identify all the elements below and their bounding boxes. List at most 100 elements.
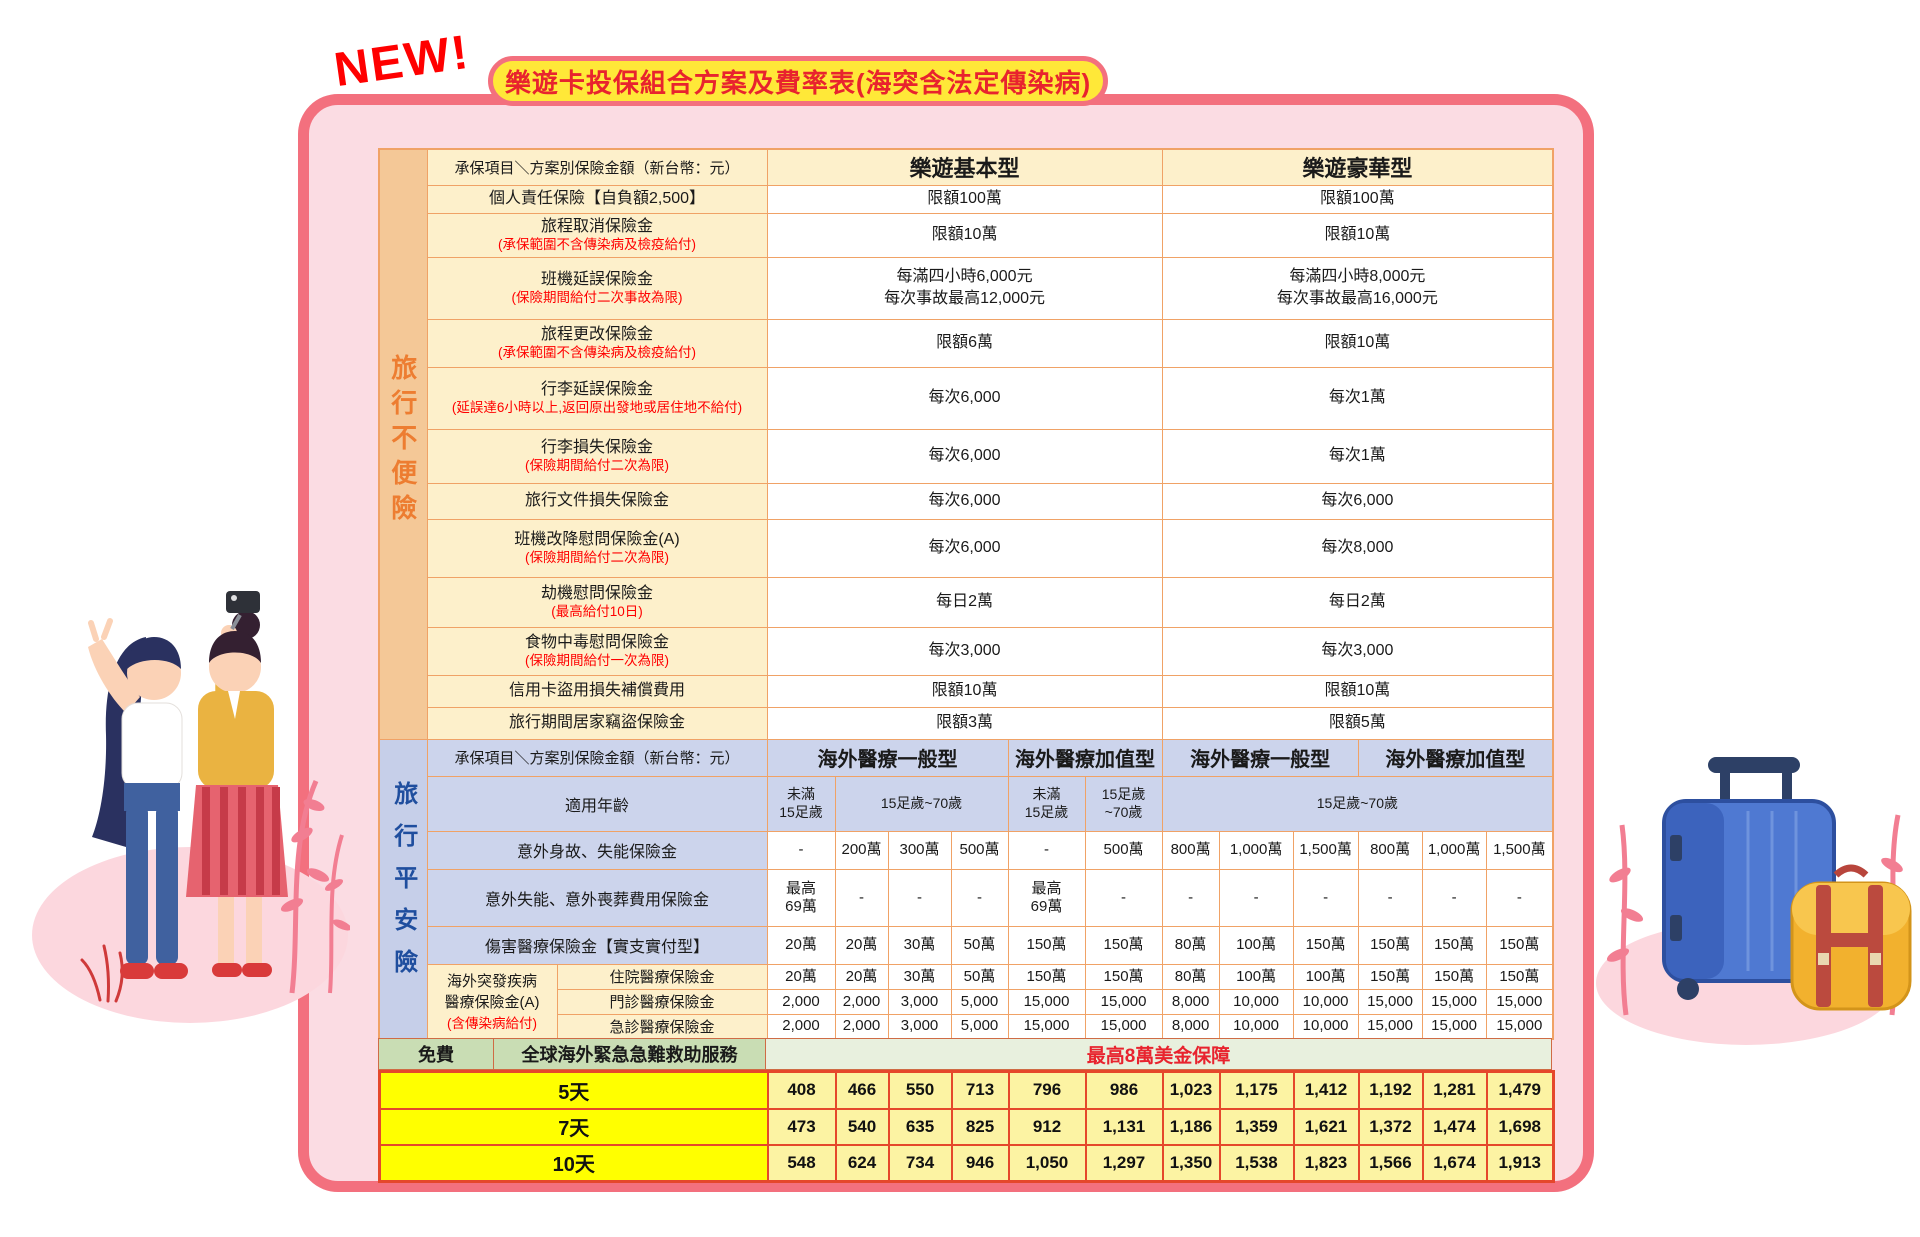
age-cell: 15足歲 ~70歲 bbox=[1084, 775, 1163, 832]
price-value: 635 bbox=[887, 1107, 953, 1146]
cell-value: 150萬 bbox=[1084, 925, 1163, 965]
cell-value: 800萬 bbox=[1161, 830, 1220, 870]
cell-value: 1,500萬 bbox=[1292, 830, 1359, 870]
sudden-illness-label: 海外突發疾病 醫療保險金(A) (含傳染病給付) bbox=[426, 963, 558, 1040]
row-label: 傷害醫療保險金【實支實付型】 bbox=[426, 925, 768, 965]
row-label: 信用卡盜用損失補償費用 bbox=[426, 674, 768, 708]
table-row: 傷害醫療保險金【實支實付型】 20萬 20萬 30萬 50萬 150萬 150萬… bbox=[379, 925, 1554, 965]
cell-value: 5,000 bbox=[950, 988, 1009, 1015]
row-label: 門診醫療保險金 bbox=[556, 988, 768, 1015]
free-service-row: 免費 全球海外緊急急難救助服務 最高8萬美金保障 bbox=[378, 1038, 1552, 1070]
price-row: 7天 473 540 635 825 912 1,131 1,186 1,359… bbox=[378, 1107, 1555, 1146]
row-label: 行李損失保險金 (保險期間給付二次為限) bbox=[426, 428, 768, 484]
cell-value: - bbox=[950, 868, 1009, 927]
cell-value: 15,000 bbox=[1084, 1013, 1163, 1040]
cell-value: 150萬 bbox=[1084, 963, 1163, 990]
cell-value: 15,000 bbox=[1485, 988, 1554, 1015]
price-value: 713 bbox=[950, 1070, 1010, 1110]
cell-value: 100萬 bbox=[1218, 925, 1294, 965]
phone bbox=[226, 591, 260, 613]
cell-value: 每日2萬 bbox=[766, 576, 1163, 628]
cell-value: 30萬 bbox=[887, 963, 952, 990]
cell-value: 2,000 bbox=[834, 988, 889, 1015]
price-value: 946 bbox=[950, 1143, 1010, 1183]
cell-value: 3,000 bbox=[887, 1013, 952, 1040]
free-badge: 免費 bbox=[378, 1038, 494, 1070]
cell-value: 每次6,000 bbox=[766, 366, 1163, 430]
cell-value: 限額100萬 bbox=[766, 184, 1163, 214]
table-row: 食物中毒慰問保險金 (保險期間給付一次為限) 每次3,000 每次3,000 bbox=[379, 626, 1554, 676]
cell-value: 20萬 bbox=[766, 925, 836, 965]
table-row: 班機延誤保險金 (保險期間給付二次事故為限) 每滿四小時6,000元 每次事故最高… bbox=[379, 256, 1554, 320]
cell-value: 10,000 bbox=[1218, 988, 1294, 1015]
row-label: 班機改降慰問保險金(A) (保險期間給付二次為限) bbox=[426, 518, 768, 578]
cell-value: - bbox=[1292, 868, 1359, 927]
cell-value: 每次8,000 bbox=[1161, 518, 1554, 578]
table-row: 旅行不便險 承保項目＼方案別保險金額（新台幣：元） 樂遊基本型 樂遊豪華型 bbox=[378, 148, 1554, 740]
section2-group-label: 旅行平安險 bbox=[378, 738, 428, 1040]
cell-value: 150萬 bbox=[1357, 963, 1423, 990]
age-cell: 未滿 15足歲 bbox=[766, 775, 836, 832]
plan-header-basic: 樂遊基本型 bbox=[766, 148, 1163, 186]
free-service-value: 最高8萬美金保障 bbox=[766, 1038, 1552, 1070]
traveler-left bbox=[88, 618, 188, 979]
cell-value: 每日2萬 bbox=[1161, 576, 1554, 628]
table-row: 急診醫療保險金 2,000 2,000 3,000 5,000 15,000 1… bbox=[379, 1013, 1554, 1040]
column-header: 承保項目＼方案別保險金額（新台幣：元） bbox=[426, 738, 768, 777]
table-row: 旅程更改保險金 (承保範圍不含傳染病及檢疫給付) 限額6萬 限額10萬 bbox=[379, 318, 1554, 368]
table-row: 海外突發疾病 醫療保險金(A) (含傳染病給付) 住院醫療保險金 20萬 20萬 … bbox=[379, 963, 1554, 1040]
price-value: 1,698 bbox=[1485, 1107, 1555, 1146]
table-row: 意外失能、意外喪葬費用保險金 最高 69萬 - - - 最高 69萬 - - -… bbox=[379, 868, 1554, 927]
price-value: 1,372 bbox=[1357, 1107, 1424, 1146]
cell-value: 每滿四小時6,000元 每次事故最高12,000元 bbox=[766, 256, 1163, 320]
cell-value: 限額6萬 bbox=[766, 318, 1163, 368]
cell-value: 限額5萬 bbox=[1161, 706, 1554, 740]
cell-value: 每次6,000 bbox=[766, 518, 1163, 578]
cell-value: - bbox=[1485, 868, 1554, 927]
cell-value: 500萬 bbox=[950, 830, 1009, 870]
duration-label: 7天 bbox=[378, 1107, 769, 1146]
cell-value: - bbox=[1218, 868, 1294, 927]
price-value: 1,479 bbox=[1485, 1070, 1555, 1110]
cell-value: - bbox=[1007, 830, 1086, 870]
cell-value: 每次3,000 bbox=[766, 626, 1163, 676]
row-label: 意外身故、失能保險金 bbox=[426, 830, 768, 870]
table-row: 旅行期間居家竊盜保險金 限額3萬 限額5萬 bbox=[379, 706, 1554, 740]
price-value: 1,621 bbox=[1292, 1107, 1360, 1146]
cell-value: 每次6,000 bbox=[766, 428, 1163, 484]
table-row: 行李延誤保險金 (延誤達6小時以上,返回原出發地或居住地不給付) 每次6,000 … bbox=[379, 366, 1554, 430]
age-cell: 15足歲~70歲 bbox=[1161, 775, 1554, 832]
cell-value: - bbox=[1084, 868, 1163, 927]
cell-value: 8,000 bbox=[1161, 1013, 1220, 1040]
cell-value: - bbox=[1161, 868, 1220, 927]
table-row: 行李損失保險金 (保險期間給付二次為限) 每次6,000 每次1萬 bbox=[379, 428, 1554, 484]
table-row: 班機改降慰問保險金(A) (保險期間給付二次為限) 每次6,000 每次8,000 bbox=[379, 518, 1554, 578]
cell-value: 限額3萬 bbox=[766, 706, 1163, 740]
cell-value: 8,000 bbox=[1161, 988, 1220, 1015]
table-row: 旅行平安險 承保項目＼方案別保險金額（新台幣：元） 海外醫療一般型 海外醫療加值… bbox=[378, 738, 1554, 1040]
cell-value: 80萬 bbox=[1161, 925, 1220, 965]
price-value: 466 bbox=[834, 1070, 890, 1110]
selfie-stick bbox=[230, 614, 242, 630]
price-value: 986 bbox=[1084, 1070, 1164, 1110]
price-value: 1,297 bbox=[1084, 1143, 1164, 1183]
cell-value: 150萬 bbox=[1007, 963, 1086, 990]
price-row: 10天 548 624 734 946 1,050 1,297 1,350 1,… bbox=[378, 1143, 1555, 1183]
cell-value: 限額10萬 bbox=[1161, 212, 1554, 258]
cell-value: 150萬 bbox=[1007, 925, 1086, 965]
new-badge: NEW! bbox=[330, 25, 473, 98]
cell-value: 20萬 bbox=[834, 925, 889, 965]
table-row: 意外身故、失能保險金 - 200萬 300萬 500萬 - 500萬 800萬 … bbox=[379, 830, 1554, 870]
row-label: 旅程取消保險金 (承保範圍不含傳染病及檢疫給付) bbox=[426, 212, 768, 258]
cell-value: - bbox=[834, 868, 889, 927]
cell-value: 15,000 bbox=[1421, 988, 1487, 1015]
price-value: 1,192 bbox=[1357, 1070, 1424, 1110]
price-value: 540 bbox=[834, 1107, 890, 1146]
cell-value: 每次1萬 bbox=[1161, 366, 1554, 430]
premium-price-table: 5天 408 466 550 713 796 986 1,023 1,175 1… bbox=[378, 1070, 1555, 1183]
row-label: 班機延誤保險金 (保險期間給付二次事故為限) bbox=[426, 256, 768, 320]
cell-value: 150萬 bbox=[1485, 963, 1554, 990]
plan-header-medical-plus: 海外醫療加值型 bbox=[1007, 738, 1163, 777]
section1-group-label: 旅行不便險 bbox=[378, 148, 428, 740]
traveler-right bbox=[186, 591, 288, 977]
